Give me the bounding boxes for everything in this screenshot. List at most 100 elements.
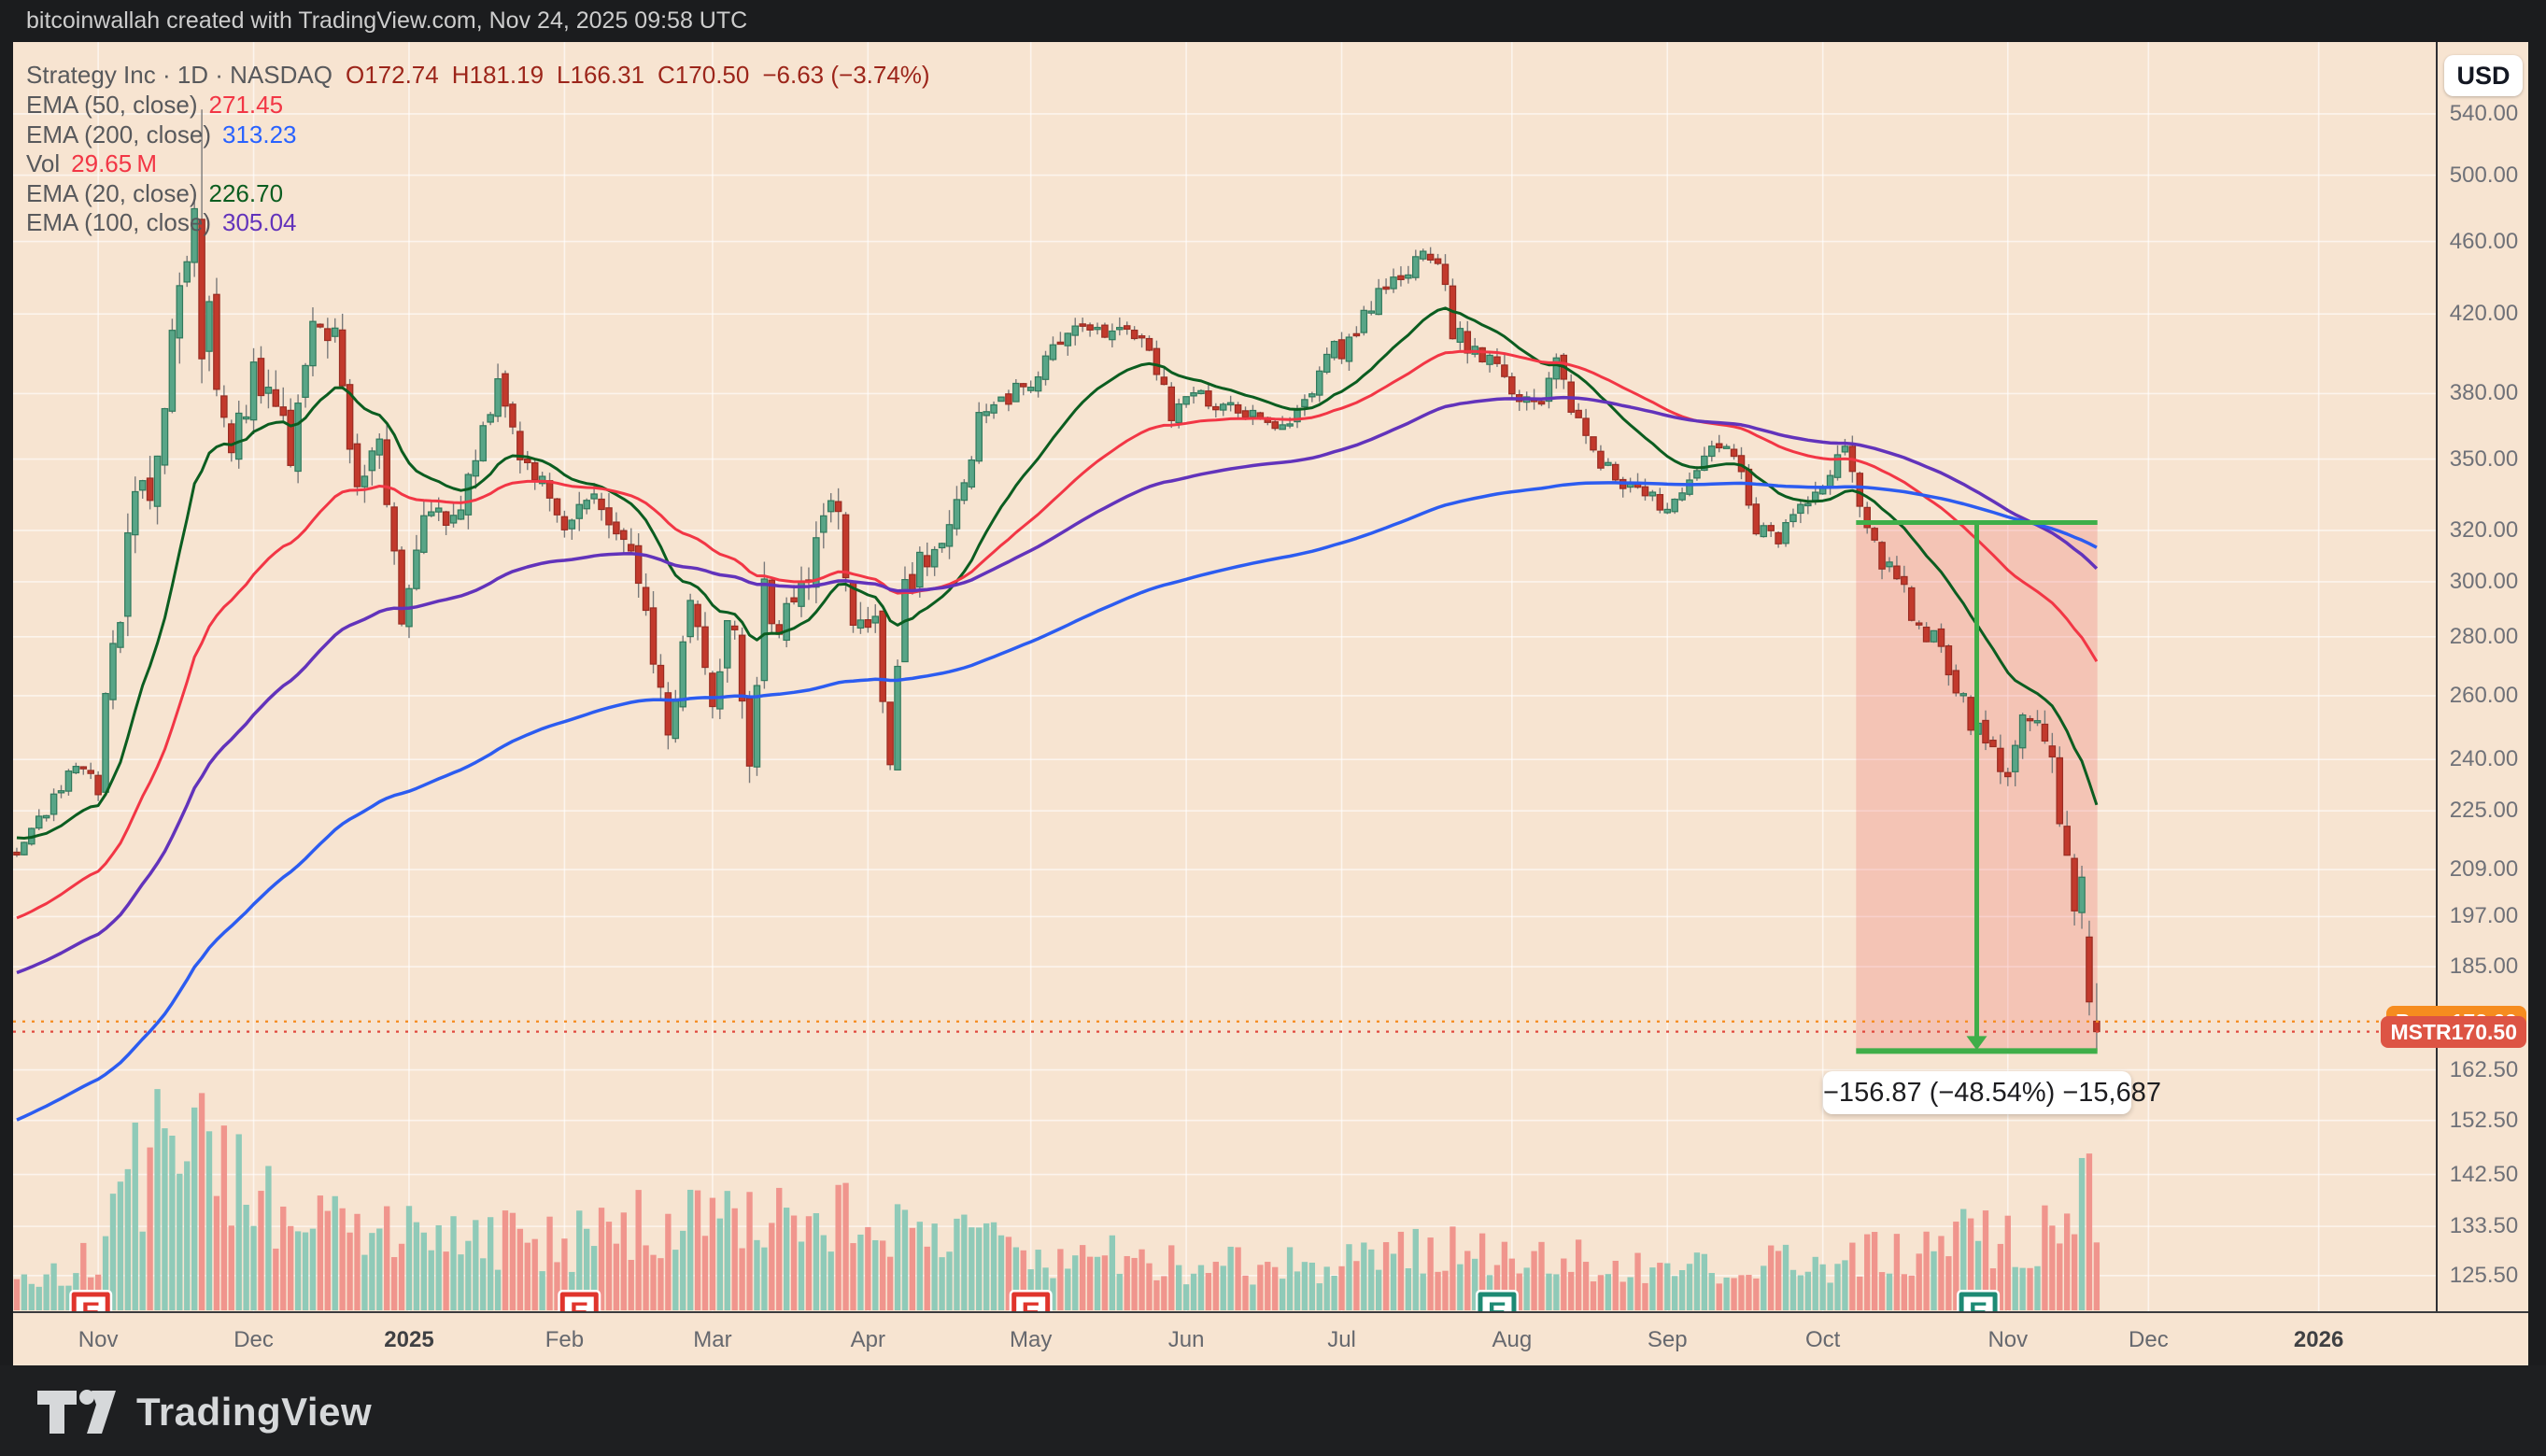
price-tick-label: 500.00 [2449,162,2519,188]
candle-body [560,516,569,530]
candle-body [234,412,243,460]
volume-bar [961,1214,968,1310]
earnings-badge[interactable]: E [558,1290,601,1311]
volume-bar [613,1243,620,1310]
volume-bar [1124,1255,1130,1310]
volume-bar [1182,1284,1190,1310]
candle-body [1308,393,1316,398]
candle-body [1382,286,1390,290]
volume-bar [1301,1262,1308,1310]
indicator-value: 29.65 M [71,149,158,177]
volume-bar [1412,1228,1419,1310]
volume-bar [250,1225,257,1310]
candle-body [1419,250,1427,260]
volume-bar [1153,1279,1160,1310]
volume-bar [1753,1278,1760,1310]
indicator-row[interactable]: EMA (20, close) 226.70 [26,179,930,209]
candle-body [1056,341,1065,346]
attribution-text: bitcoinwallah created with TradingView.c… [26,7,748,34]
candle-body [1226,402,1235,406]
candle-body [1182,396,1190,405]
candle-body [1833,454,1842,478]
volume-bar [317,1195,324,1310]
currency-button[interactable]: USD [2444,55,2523,96]
candle-body [620,530,628,541]
candle-body [916,551,924,588]
volume-bar [58,1285,64,1310]
volume-bar [1561,1258,1567,1310]
volume-bar [139,1231,146,1310]
volume-bar [339,1208,346,1310]
volume-bar [1131,1257,1138,1310]
candle-body [1271,421,1279,430]
price-tick-label: 133.50 [2449,1213,2519,1239]
volume-bar [1761,1265,1767,1310]
price-chart-canvas[interactable]: E E E E E [13,42,2436,1311]
volume-bar [1627,1277,1634,1310]
indicator-row[interactable]: EMA (100, close) 305.04 [26,208,930,238]
candle-body [35,815,43,829]
volume-bar [1553,1274,1560,1310]
candle-body [768,579,776,625]
candle-body [1197,389,1205,395]
volume-bar [1050,1278,1056,1310]
candle-body [1701,455,1708,472]
volume-bar [1775,1251,1782,1310]
volume-bar [909,1227,916,1310]
candle-body [1486,354,1493,365]
candle-body [1034,375,1042,392]
candle-body [1597,450,1605,469]
volume-bar [1265,1262,1271,1310]
price-scale[interactable]: USD 540.00 500.00 460.00 420.00 380.00 350.00… [2381,42,2530,1311]
volume-bar [1620,1281,1626,1310]
earnings-badge[interactable]: E [1475,1290,1519,1311]
volume-bar [1057,1249,1064,1310]
volume-bar [1308,1262,1316,1310]
volume-bar [835,1184,842,1310]
indicator-row[interactable]: Vol 29.65 M [26,149,930,179]
candle-body [738,634,746,702]
candle-body [64,770,73,792]
candle-body [13,851,21,856]
candle-body [1767,525,1775,531]
volume-bar [177,1173,183,1310]
volume-bar [1035,1250,1041,1310]
candle-body [1856,473,1864,507]
tradingview-logo[interactable]: TradingView [37,1389,372,1435]
price-tick-label: 225.00 [2449,798,2519,824]
candle-body [279,406,288,417]
earnings-badge[interactable]: E [69,1290,113,1311]
volume-bar [628,1260,634,1310]
time-axis-label: Jun [1167,1327,1205,1352]
candle-body [205,301,213,352]
indicator-row[interactable]: EMA (200, close) 313.23 [26,120,930,150]
earnings-badge[interactable]: E [1009,1290,1053,1311]
volume-bar [1945,1256,1952,1310]
volume-bar [1878,1272,1886,1310]
volume-bar [1871,1232,1878,1310]
candle-body [1937,628,1945,647]
volume-bar [198,1093,205,1310]
candle-body [249,361,258,421]
ohlc-H: H181.19 [451,61,545,89]
indicator-row[interactable]: EMA (50, close) 271.45 [26,91,930,120]
candle-body [228,423,235,454]
volume-bar [590,1246,598,1310]
volume-bar [502,1210,509,1310]
symbol-row[interactable]: Strategy Inc · 1D · NASDAQ O172.74 H181.19… [26,59,930,91]
candle-body [124,531,132,617]
candle-body [176,285,184,339]
candle-body [834,501,842,513]
earnings-badge[interactable]: E [1957,1290,2001,1311]
candle-body [1678,492,1686,501]
candle-body [1390,276,1397,290]
time-axis-label: Nov [78,1327,119,1352]
volume-bar [865,1226,871,1310]
volume-bar [1397,1231,1405,1310]
volume-bar [43,1274,50,1310]
candle-body [494,378,502,417]
volume-bar [117,1181,124,1310]
time-axis[interactable]: Nov Dec 2025 Feb Mar Apr May Jun Jul Aug Sep Oct Nov… [13,1311,2528,1367]
candle-body [1026,387,1035,391]
candle-body [79,766,88,770]
